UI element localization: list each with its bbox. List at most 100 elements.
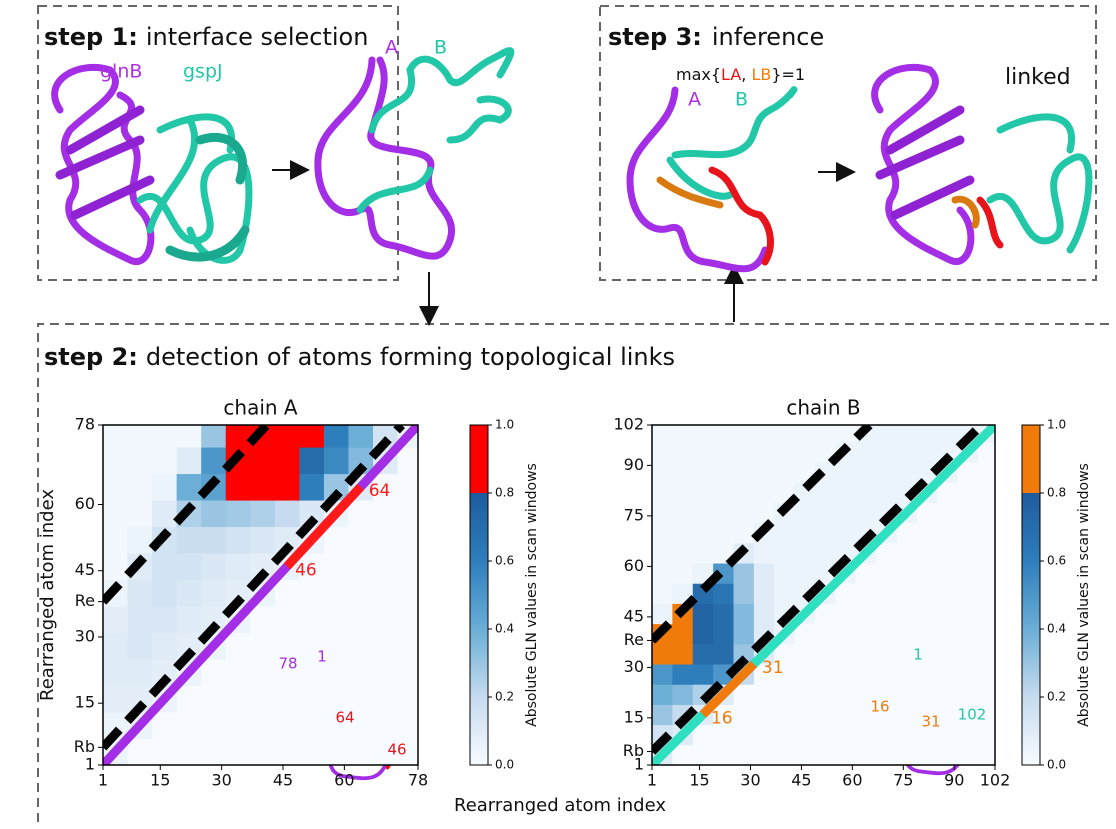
heat-cell xyxy=(795,644,816,665)
heat-cell xyxy=(373,606,398,633)
heat-cell xyxy=(734,624,755,645)
heat-cell xyxy=(348,606,373,633)
heat-cell xyxy=(897,583,918,604)
colorbar-tick-label: 1.0 xyxy=(495,418,514,432)
heat-cell xyxy=(795,502,816,523)
x-tick-label: 60 xyxy=(842,771,862,790)
heat-cell xyxy=(754,583,775,604)
heat-cell xyxy=(937,603,958,624)
heat-cell xyxy=(693,745,714,766)
heat-cell xyxy=(324,553,349,580)
y-tick-label: 45 xyxy=(624,606,644,625)
heat-cell xyxy=(897,684,918,705)
colorbar-tick-label: 1.0 xyxy=(1047,418,1066,432)
heat-cell xyxy=(103,474,128,501)
highlight-label: 46 xyxy=(295,560,317,580)
heat-cell xyxy=(754,563,775,584)
heat-cell xyxy=(734,502,755,523)
colorbar-high xyxy=(1022,425,1040,493)
heat-cell xyxy=(897,442,918,463)
heat-cell xyxy=(693,543,714,564)
chain-label: A xyxy=(688,89,701,111)
heat-cell xyxy=(348,739,373,766)
heat-cell xyxy=(937,583,958,604)
colorbar-tick-label: 0.2 xyxy=(495,690,514,704)
heat-cell xyxy=(652,543,673,564)
heat-cell xyxy=(734,745,755,766)
heat-cell xyxy=(177,447,202,474)
heat-cell xyxy=(177,739,202,766)
heat-cell xyxy=(815,664,836,685)
y-axis-label: Rearranged atom index xyxy=(37,489,58,701)
heat-cell xyxy=(774,563,795,584)
heat-cell xyxy=(897,745,918,766)
heat-cell xyxy=(713,462,734,483)
y-tick-label: Re xyxy=(624,630,644,649)
heat-cell xyxy=(978,725,999,746)
heat-cell xyxy=(398,633,423,660)
heat-cell xyxy=(152,712,177,739)
formula-part: LA xyxy=(721,65,741,84)
heat-cell xyxy=(103,500,128,527)
heat-cell xyxy=(815,644,836,665)
y-tick-label: 45 xyxy=(75,560,95,579)
heat-cell xyxy=(958,482,979,503)
heat-cell xyxy=(917,523,938,544)
heat-cell xyxy=(734,442,755,463)
heat-cell xyxy=(856,583,877,604)
formula: max{LA, LB}=1 xyxy=(676,65,805,84)
heat-cell xyxy=(693,502,714,523)
heat-cell xyxy=(373,659,398,686)
formula-part: max{ xyxy=(676,65,721,84)
heat-cell xyxy=(250,447,275,474)
heat-cell xyxy=(897,704,918,725)
heat-cell xyxy=(876,745,897,766)
heat-cell xyxy=(754,725,775,746)
heat-cell xyxy=(856,664,877,685)
colorbar-tick-label: 0.8 xyxy=(1047,486,1066,500)
x-tick-label: 30 xyxy=(211,771,231,790)
figure: step 1:interface selection step 3:infere… xyxy=(0,0,1116,825)
heat-cell xyxy=(348,527,373,554)
heat-cell xyxy=(398,606,423,633)
heat-cell xyxy=(713,482,734,503)
heat-cell xyxy=(856,624,877,645)
heat-cell xyxy=(937,523,958,544)
heat-cell xyxy=(876,603,897,624)
heat-cell xyxy=(774,745,795,766)
protein-label: gspJ xyxy=(183,61,223,83)
heat-cell xyxy=(978,603,999,624)
y-tick-label: 15 xyxy=(624,707,644,726)
heat-cell xyxy=(917,603,938,624)
heat-cell xyxy=(774,462,795,483)
step-title: step 1:interface selection xyxy=(44,23,368,51)
heat-cell xyxy=(299,606,324,633)
heat-cell xyxy=(713,603,734,624)
heat-cell xyxy=(672,624,693,645)
heat-cell xyxy=(152,633,177,660)
heat-cell xyxy=(978,624,999,645)
heat-cell xyxy=(398,553,423,580)
inset-label: 46 xyxy=(387,741,406,759)
heat-cell xyxy=(897,725,918,746)
heat-cell xyxy=(876,462,897,483)
heat-cell xyxy=(652,583,673,604)
heat-cell xyxy=(795,442,816,463)
heat-cell xyxy=(713,442,734,463)
heat-cell xyxy=(876,644,897,665)
heat-cell xyxy=(897,603,918,624)
heat-cell xyxy=(672,563,693,584)
heat-cell xyxy=(201,712,226,739)
heat-cell xyxy=(201,580,226,607)
heat-cell xyxy=(713,583,734,604)
colorbar-high xyxy=(470,425,488,493)
x-tick-label: 60 xyxy=(334,771,354,790)
heat-cell xyxy=(978,462,999,483)
x-tick-label: 1 xyxy=(98,771,108,790)
heat-cell xyxy=(250,633,275,660)
heat-cell xyxy=(103,686,128,713)
heat-cell xyxy=(795,684,816,705)
y-tick-label: Rb xyxy=(623,741,644,760)
heat-cell xyxy=(672,523,693,544)
heat-cell xyxy=(201,686,226,713)
